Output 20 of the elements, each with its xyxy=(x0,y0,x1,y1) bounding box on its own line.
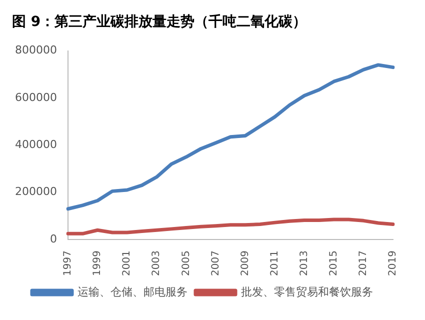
x-tick-label: 1997 xyxy=(62,250,74,276)
x-tick-label: 2005 xyxy=(180,250,192,276)
x-tick-label: 2015 xyxy=(328,250,340,276)
x-tick-label: 2003 xyxy=(151,250,162,276)
y-tick-label: 400000 xyxy=(14,138,57,152)
y-tick-label: 200000 xyxy=(14,185,57,198)
legend-label: 批发、零售贸易和餐饮服务 xyxy=(241,285,373,298)
x-tick-label: 2009 xyxy=(240,250,251,276)
y-tick-label: 0 xyxy=(50,232,57,246)
x-tick-label: 2019 xyxy=(388,250,399,276)
x-tick-label: 2011 xyxy=(269,250,280,276)
x-tick-label: 2001 xyxy=(122,250,133,276)
x-tick-label: 1999 xyxy=(92,250,104,276)
legend-label: 运输、仓储、邮电服务 xyxy=(78,285,188,298)
x-tick-label: 2017 xyxy=(358,250,370,276)
x-tick-label: 2007 xyxy=(210,250,222,276)
x-tick-label: 2013 xyxy=(298,250,310,276)
y-tick-label: 600000 xyxy=(14,90,57,104)
y-tick-label: 800000 xyxy=(14,44,57,57)
chart-title: 图 9：第三产业碳排放量走势（千吨二氧化碳） xyxy=(12,13,307,30)
